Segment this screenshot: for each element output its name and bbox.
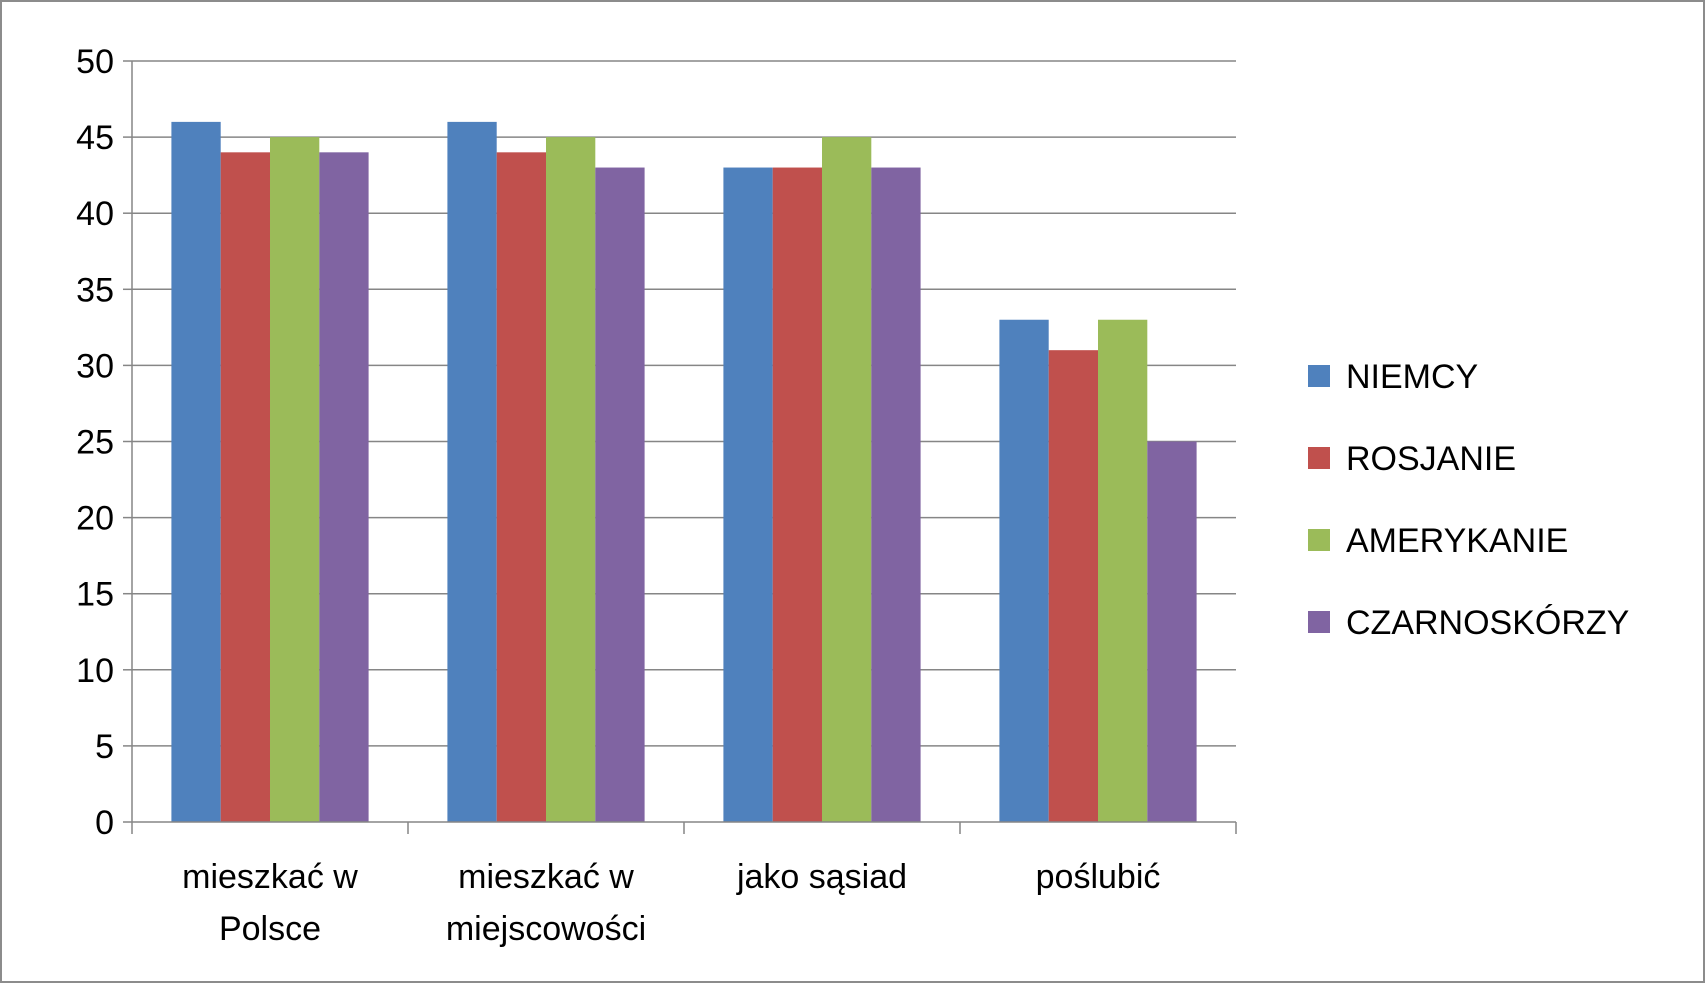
x-category-label: poślubić — [1036, 858, 1161, 896]
bar-czarnoskórzy-4 — [1147, 441, 1197, 822]
bar-amerykanie-1 — [270, 137, 320, 823]
x-category-label-line: poślubić — [1036, 858, 1161, 896]
y-tick-label: 50 — [76, 43, 114, 81]
bar-niemcy-4 — [999, 319, 1049, 822]
x-category-label-line: mieszkać w — [458, 858, 634, 896]
y-tick-label: 0 — [95, 804, 114, 842]
y-tick-label: 35 — [76, 271, 114, 309]
x-category-label: mieszkać w miejscowości — [446, 858, 646, 948]
y-tick-label: 15 — [76, 576, 114, 614]
legend-swatch — [1308, 611, 1330, 633]
bar-amerykanie-2 — [546, 137, 596, 823]
bar-rosjanie-4 — [1048, 350, 1098, 822]
legend-swatch — [1308, 447, 1330, 469]
x-category-label: jako sąsiad — [736, 858, 907, 896]
legend: NIEMCY ROSJANIE AMERYKANIE CZARNOSKÓRZY — [1308, 358, 1629, 642]
y-tick-label: 45 — [76, 119, 114, 157]
x-category-label-line: mieszkać w — [182, 858, 358, 896]
y-tick-label: 10 — [76, 652, 114, 690]
bar-niemcy-3 — [723, 167, 773, 823]
y-tick-label: 5 — [95, 728, 114, 766]
bar-rosjanie-1 — [220, 152, 270, 822]
bar-amerykanie-3 — [822, 137, 872, 823]
bar-rosjanie-2 — [496, 152, 546, 822]
legend-label: NIEMCY — [1346, 358, 1478, 396]
y-tick-label: 20 — [76, 500, 114, 538]
bar-niemcy-2 — [447, 121, 497, 822]
x-category-label-line: miejscowości — [446, 910, 646, 948]
bar-czarnoskórzy-2 — [595, 167, 645, 823]
x-category-label: mieszkać w Polsce — [182, 858, 358, 948]
bar-amerykanie-4 — [1098, 319, 1148, 822]
x-category-label-line: jako sąsiad — [736, 858, 907, 896]
legend-swatch — [1308, 365, 1330, 387]
legend-swatch — [1308, 529, 1330, 551]
bar-niemcy-1 — [171, 121, 221, 822]
bar-czarnoskórzy-1 — [319, 152, 369, 822]
legend-label: CZARNOSKÓRZY — [1346, 604, 1629, 642]
bars — [171, 121, 1197, 823]
y-tick-label: 40 — [76, 195, 114, 233]
x-category-label-line: Polsce — [219, 910, 321, 948]
legend-label: AMERYKANIE — [1346, 522, 1568, 560]
y-tick-label: 25 — [76, 424, 114, 462]
bar-czarnoskórzy-3 — [871, 167, 921, 823]
legend-label: ROSJANIE — [1346, 440, 1516, 478]
y-tick-label: 30 — [76, 347, 114, 385]
bar-rosjanie-3 — [772, 167, 822, 823]
